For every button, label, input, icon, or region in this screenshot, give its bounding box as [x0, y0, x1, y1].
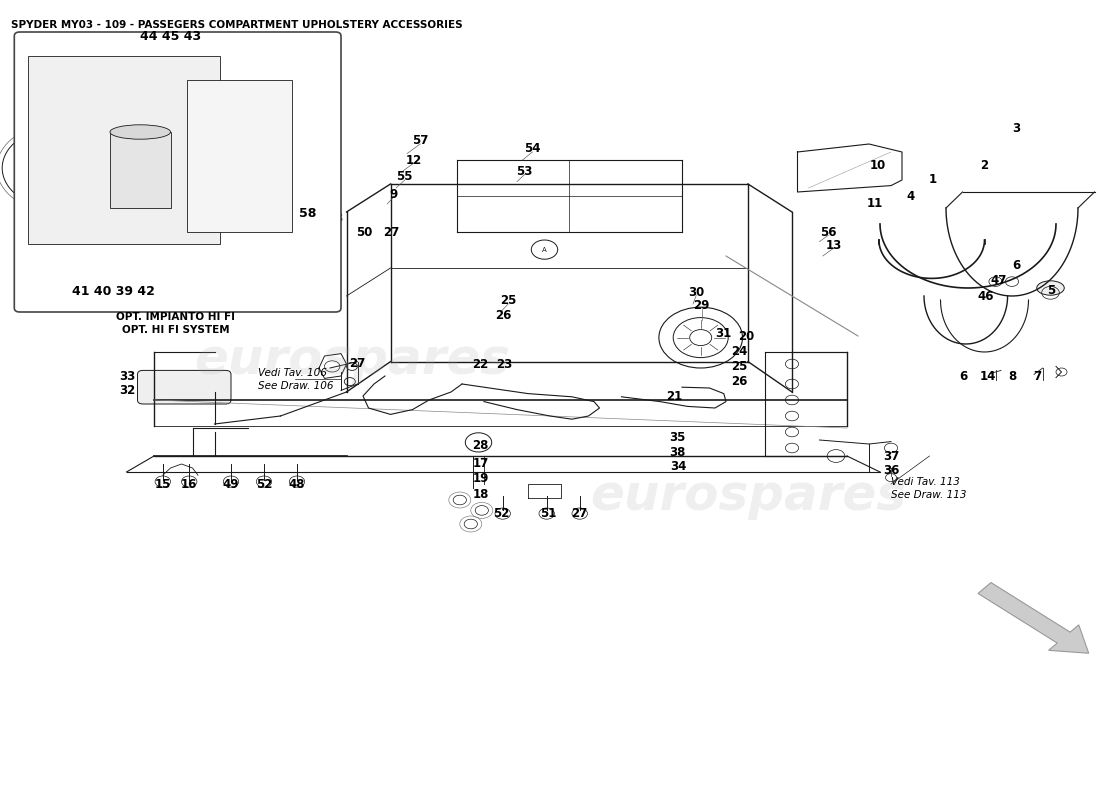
Text: 24: 24	[732, 345, 747, 358]
Text: OPT. HI FI SYSTEM: OPT. HI FI SYSTEM	[122, 325, 230, 334]
Text: 32: 32	[120, 384, 135, 397]
Text: 26: 26	[496, 309, 512, 322]
Text: 29: 29	[694, 299, 710, 312]
Text: 54: 54	[524, 142, 541, 155]
Text: 44 45 43: 44 45 43	[140, 30, 201, 43]
Text: 13: 13	[826, 239, 842, 252]
Text: 1: 1	[928, 173, 937, 186]
Text: 23: 23	[496, 358, 512, 371]
Text: 53: 53	[517, 165, 532, 178]
Text: 22: 22	[473, 358, 488, 371]
Text: OPT. IMPIANTO HI FI: OPT. IMPIANTO HI FI	[117, 312, 235, 322]
Text: 25: 25	[500, 294, 516, 307]
Text: 27: 27	[350, 357, 365, 370]
Text: 52: 52	[256, 478, 272, 491]
Text: 31: 31	[716, 327, 732, 340]
Text: 30: 30	[689, 286, 704, 298]
Text: See Draw. 113: See Draw. 113	[891, 490, 967, 500]
Text: 35: 35	[670, 431, 685, 444]
Text: SPYDER MY03 - 109 - PASSEGERS COMPARTMENT UPHOLSTERY ACCESSORIES: SPYDER MY03 - 109 - PASSEGERS COMPARTMEN…	[11, 20, 463, 30]
FancyArrow shape	[978, 582, 1089, 654]
Text: 58: 58	[299, 207, 317, 220]
Text: 2: 2	[980, 159, 989, 172]
Text: A: A	[542, 246, 547, 253]
Bar	[28, 56, 220, 244]
Text: 21: 21	[667, 390, 682, 403]
Text: 25: 25	[732, 360, 747, 373]
Circle shape	[276, 269, 285, 275]
Text: 28: 28	[473, 439, 488, 452]
Text: 27: 27	[384, 226, 399, 238]
Text: 4: 4	[906, 190, 915, 203]
Text: Vedi Tav. 106: Vedi Tav. 106	[258, 368, 328, 378]
Text: 3: 3	[1012, 122, 1021, 135]
Text: 7: 7	[1033, 370, 1042, 382]
Text: 38: 38	[670, 446, 685, 458]
Bar	[187, 80, 292, 232]
Text: 41 40 39 42: 41 40 39 42	[72, 285, 154, 298]
Text: 16: 16	[182, 478, 197, 491]
Text: 19: 19	[473, 472, 488, 485]
Text: See Draw. 106: See Draw. 106	[258, 382, 334, 391]
Ellipse shape	[110, 125, 170, 139]
Text: eurospares: eurospares	[590, 472, 906, 520]
Text: 18: 18	[473, 488, 488, 501]
Text: 14: 14	[980, 370, 996, 382]
Text: 8: 8	[1008, 370, 1016, 382]
Text: 52: 52	[494, 507, 509, 520]
Ellipse shape	[1036, 281, 1065, 295]
Text: 26: 26	[732, 375, 747, 388]
Text: 57: 57	[412, 134, 428, 147]
Text: 51: 51	[540, 507, 556, 520]
FancyBboxPatch shape	[14, 32, 341, 312]
Text: 5: 5	[1047, 284, 1056, 297]
Text: 9: 9	[389, 188, 398, 201]
Text: 34: 34	[671, 460, 686, 473]
Text: 27: 27	[572, 507, 587, 520]
Text: 6: 6	[1012, 259, 1021, 272]
Text: 46: 46	[978, 290, 994, 302]
Text: 50: 50	[356, 226, 372, 238]
FancyBboxPatch shape	[138, 370, 231, 404]
Text: eurospares: eurospares	[194, 336, 510, 384]
Text: 36: 36	[883, 464, 899, 477]
Text: 17: 17	[473, 457, 488, 470]
Text: 56: 56	[820, 226, 836, 238]
Text: 47: 47	[991, 274, 1006, 287]
Text: 49: 49	[222, 478, 240, 491]
Text: 20: 20	[738, 330, 754, 342]
Text: 33: 33	[328, 212, 343, 225]
Text: 33: 33	[120, 370, 135, 382]
Text: 48: 48	[288, 478, 306, 491]
Text: 15: 15	[155, 478, 170, 491]
Text: 37: 37	[883, 450, 899, 462]
Text: Vedi Tav. 113: Vedi Tav. 113	[891, 477, 960, 486]
Text: 12: 12	[406, 154, 421, 166]
Text: 11: 11	[867, 197, 882, 210]
Bar	[110, 132, 170, 208]
Text: 55: 55	[396, 170, 414, 183]
Circle shape	[293, 269, 301, 275]
Text: 6: 6	[959, 370, 968, 382]
Text: 10: 10	[870, 159, 886, 172]
